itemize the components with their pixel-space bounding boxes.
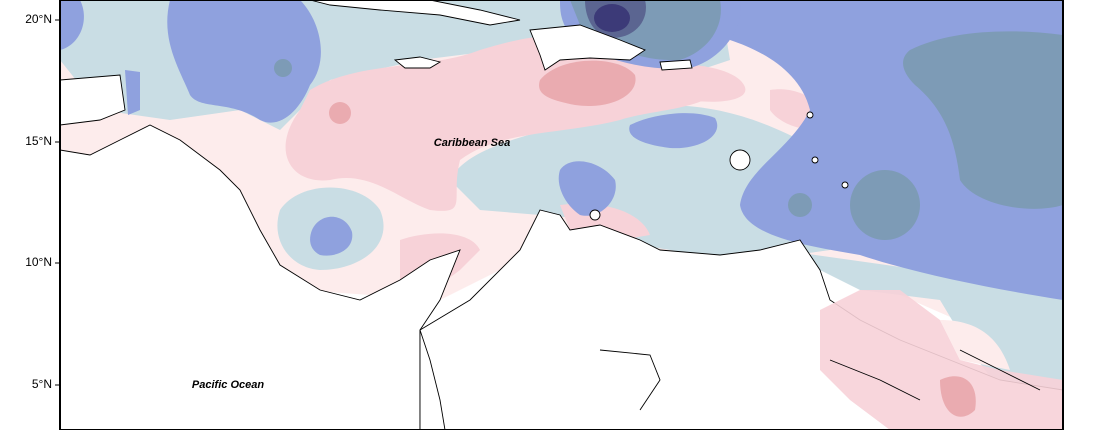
- field-blue: [629, 113, 718, 149]
- field-pink: [620, 64, 746, 102]
- field-blue: [558, 161, 616, 216]
- field-dark: [788, 193, 812, 217]
- land-hispaniola: [529, 24, 646, 71]
- field-light-blue: [450, 105, 840, 261]
- lat-label: 5°N: [32, 377, 52, 391]
- island: [729, 149, 751, 171]
- land-jamaica: [393, 56, 442, 69]
- field-dark-pink: [329, 102, 351, 124]
- island: [811, 156, 819, 164]
- field-blue: [60, 0, 84, 50]
- ocean-label: Pacific Ocean: [192, 379, 264, 391]
- field-dark: [903, 31, 1063, 209]
- island: [589, 209, 601, 221]
- lat-axis: 20°N 15°N 10°N 5°N: [25, 12, 60, 391]
- field-dark: [850, 170, 920, 240]
- coast-details: [419, 329, 1041, 430]
- field-dark: [274, 59, 292, 77]
- land-puerto-rico: [659, 59, 693, 71]
- lat-label: 10°N: [25, 255, 52, 269]
- land-yucatan: [60, 74, 126, 126]
- field-blue: [310, 216, 353, 256]
- island: [841, 181, 849, 189]
- panel-border: [59, 0, 1064, 430]
- field-darkest: [594, 4, 630, 32]
- field-guiana-pink: [820, 290, 1063, 430]
- lat-label: 15°N: [25, 134, 52, 148]
- field-guiana-light: [940, 320, 1010, 370]
- field-dark-pink: [539, 60, 636, 106]
- map-panel: Caribbean Sea Pacific Ocean: [60, 0, 1063, 430]
- lat-label: 20°N: [25, 12, 52, 26]
- sea-label: Caribbean Sea: [434, 137, 510, 149]
- field-blue: [125, 70, 140, 115]
- field-blue: [167, 0, 321, 123]
- island: [806, 111, 814, 119]
- field-guiana-dark: [940, 376, 976, 417]
- land-cuba: [309, 0, 521, 26]
